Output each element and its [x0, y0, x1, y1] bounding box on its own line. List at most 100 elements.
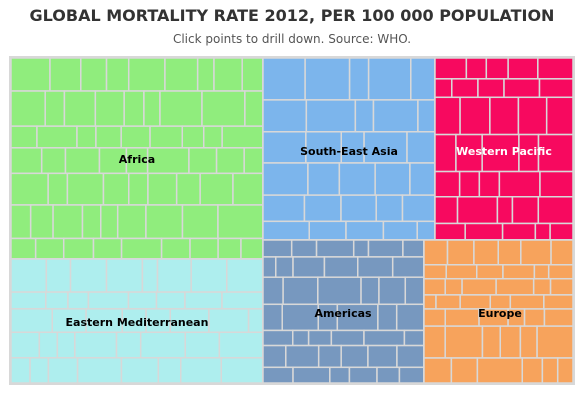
country-cell[interactable]: [477, 78, 505, 99]
country-cell[interactable]: [76, 125, 97, 149]
country-cell[interactable]: [292, 256, 326, 278]
country-cell[interactable]: [281, 303, 320, 332]
country-cell[interactable]: [547, 263, 574, 280]
country-cell[interactable]: [465, 57, 488, 80]
country-cell[interactable]: [282, 276, 319, 306]
country-cell[interactable]: [451, 78, 479, 99]
country-cell[interactable]: [423, 263, 447, 280]
country-cell[interactable]: [157, 357, 182, 384]
country-cell[interactable]: [445, 263, 478, 280]
country-cell[interactable]: [81, 204, 102, 240]
country-cell[interactable]: [181, 204, 219, 240]
country-cell[interactable]: [305, 99, 357, 133]
country-cell[interactable]: [184, 331, 221, 359]
country-cell[interactable]: [226, 258, 264, 293]
country-cell[interactable]: [317, 344, 342, 369]
country-cell[interactable]: [218, 331, 264, 359]
country-cell[interactable]: [115, 331, 142, 359]
country-cell[interactable]: [503, 78, 541, 99]
country-cell[interactable]: [52, 204, 84, 240]
country-cell[interactable]: [354, 99, 375, 133]
country-cell[interactable]: [537, 196, 574, 225]
country-cell[interactable]: [357, 256, 394, 278]
country-cell[interactable]: [221, 125, 264, 149]
country-cell[interactable]: [340, 194, 377, 223]
country-cell[interactable]: [241, 57, 264, 92]
country-cell[interactable]: [538, 78, 574, 99]
country-cell[interactable]: [304, 57, 351, 101]
country-cell[interactable]: [374, 162, 411, 196]
country-cell[interactable]: [444, 325, 484, 359]
country-cell[interactable]: [520, 239, 552, 266]
country-cell[interactable]: [406, 131, 436, 164]
country-cell[interactable]: [10, 357, 31, 384]
country-cell[interactable]: [100, 204, 119, 240]
country-cell[interactable]: [464, 222, 504, 241]
country-cell[interactable]: [45, 258, 72, 293]
country-cell[interactable]: [285, 344, 320, 369]
country-cell[interactable]: [292, 329, 310, 347]
country-cell[interactable]: [501, 222, 537, 241]
country-cell[interactable]: [159, 90, 203, 127]
country-cell[interactable]: [262, 344, 287, 369]
country-cell[interactable]: [461, 277, 497, 296]
country-cell[interactable]: [434, 196, 459, 225]
country-cell[interactable]: [10, 90, 46, 127]
country-cell[interactable]: [105, 258, 144, 293]
country-cell[interactable]: [543, 308, 574, 327]
country-cell[interactable]: [423, 277, 446, 296]
country-cell[interactable]: [213, 57, 243, 92]
country-cell[interactable]: [221, 291, 264, 310]
country-cell[interactable]: [62, 237, 95, 260]
country-cell[interactable]: [217, 237, 242, 260]
country-cell[interactable]: [69, 258, 108, 293]
country-cell[interactable]: [458, 170, 481, 198]
country-cell[interactable]: [502, 263, 536, 280]
region-south-east-asia[interactable]: South-East Asia: [262, 57, 436, 241]
country-cell[interactable]: [363, 329, 406, 347]
country-cell[interactable]: [410, 57, 436, 101]
country-cell[interactable]: [372, 99, 419, 133]
country-cell[interactable]: [329, 366, 351, 384]
country-cell[interactable]: [498, 170, 541, 198]
country-cell[interactable]: [450, 357, 479, 384]
country-cell[interactable]: [155, 291, 186, 310]
country-cell[interactable]: [315, 239, 355, 258]
country-cell[interactable]: [375, 194, 404, 223]
country-cell[interactable]: [175, 172, 201, 206]
country-cell[interactable]: [348, 366, 378, 384]
country-cell[interactable]: [94, 90, 125, 127]
country-cell[interactable]: [556, 357, 574, 384]
country-cell[interactable]: [188, 147, 218, 175]
country-cell[interactable]: [485, 57, 509, 80]
country-cell[interactable]: [307, 162, 341, 196]
region-africa[interactable]: Africa: [10, 57, 264, 260]
country-cell[interactable]: [262, 276, 284, 306]
country-cell[interactable]: [262, 366, 294, 384]
country-cell[interactable]: [262, 194, 306, 223]
country-cell[interactable]: [149, 125, 184, 149]
country-cell[interactable]: [10, 57, 51, 92]
country-cell[interactable]: [262, 303, 283, 332]
country-cell[interactable]: [308, 220, 347, 241]
country-cell[interactable]: [10, 125, 38, 149]
country-cell[interactable]: [63, 90, 97, 127]
country-cell[interactable]: [456, 196, 499, 225]
country-cell[interactable]: [34, 237, 65, 260]
country-cell[interactable]: [532, 277, 552, 296]
country-cell[interactable]: [305, 131, 342, 164]
country-cell[interactable]: [217, 204, 264, 240]
country-cell[interactable]: [545, 96, 574, 136]
region-eastern-mediterranean[interactable]: Eastern Mediterranean: [10, 258, 264, 384]
country-cell[interactable]: [127, 57, 166, 92]
country-cell[interactable]: [105, 57, 130, 92]
country-cell[interactable]: [143, 90, 161, 127]
country-cell[interactable]: [202, 125, 223, 149]
country-cell[interactable]: [473, 239, 500, 266]
country-cell[interactable]: [550, 239, 574, 266]
country-cell[interactable]: [181, 125, 205, 149]
country-cell[interactable]: [244, 90, 264, 127]
country-cell[interactable]: [29, 204, 54, 240]
region-americas[interactable]: Americas: [262, 239, 425, 384]
country-cell[interactable]: [367, 57, 412, 101]
